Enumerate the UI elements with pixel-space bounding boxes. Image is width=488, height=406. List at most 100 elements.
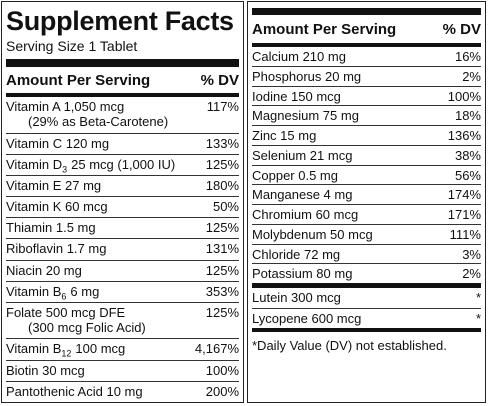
divider: [252, 283, 481, 288]
daily-value: 16%: [454, 49, 481, 64]
daily-value: 100%: [205, 362, 239, 378]
nutrient-line: Niacin 20 mg: [6, 263, 82, 278]
nutrient-name: Riboflavin 1.7 mg: [6, 241, 107, 257]
daily-value: 4,167%: [194, 341, 239, 357]
nutrient-row: Chromium 60 mcg 171%: [252, 205, 481, 225]
nutrient-line: Biotin 30 mcg: [6, 363, 85, 378]
nutrient-line: Vitamin B6 6 mg: [6, 284, 99, 302]
nutrient-name: Vitamin E 27 mg: [6, 177, 102, 193]
nutrient-row: Vitamin B12 100 mcg 4,167%: [6, 339, 239, 361]
daily-value: 171%: [447, 207, 481, 222]
nutrient-label: Lutein 300 mcg: [252, 290, 341, 305]
nutrient-name: Iodine 150 mcg: [252, 88, 341, 104]
daily-value: 125%: [205, 156, 239, 172]
nutrient-line: Iodine 150 mcg: [252, 89, 341, 104]
nutrient-label: Vitamin A 1,050 mcg (29% as Beta-Carotene…: [6, 99, 168, 129]
daily-value: 2%: [462, 266, 481, 282]
nutrient-line: Potassium 80 mg: [252, 266, 352, 281]
nutrient-label: Chromium 60 mcg: [252, 207, 358, 222]
amount-header: Amount Per Serving: [252, 20, 397, 38]
dv-header: % DV: [200, 71, 239, 89]
nutrient-label: Iodine 150 mcg: [252, 89, 341, 104]
nutrient-line: Chromium 60 mcg: [252, 207, 358, 222]
nutrient-line: Thiamin 1.5 mg: [6, 220, 96, 235]
daily-value: 38%: [454, 147, 481, 163]
nutrient-label: Copper 0.5 mg: [252, 168, 338, 183]
nutrient-name: Lutein 300 mcg: [252, 290, 341, 305]
nutrient-label: Zinc 15 mg: [252, 128, 316, 143]
header: Amount Per Serving % DV: [6, 67, 239, 93]
nutrient-line: Vitamin A 1,050 mcg: [6, 99, 168, 114]
nutrient-name: Selenium 21 mcg: [252, 147, 353, 163]
mineral-list: Calcium 210 mg 16% Phosphorus 20 mg 2% Iodin…: [252, 47, 481, 283]
nutrient-line: Pantothenic Acid 10 mg: [6, 384, 143, 399]
nutrient-line: Molybdenum 50 mcg: [252, 227, 373, 242]
serving-size: Serving Size 1 Tablet: [6, 38, 138, 54]
nutrient-label: Vitamin E 27 mg: [6, 178, 101, 193]
nutrient-note: (29% as Beta-Carotene): [28, 114, 169, 129]
nutrient-line: Folate 500 mcg DFE: [6, 305, 146, 320]
nutrient-name: Chloride 72 mg: [252, 246, 341, 262]
nutrient-row: Folate 500 mcg DFE (300 mcg Folic Acid) 12…: [6, 303, 239, 340]
nutrient-line: Chloride 72 mg: [252, 247, 340, 262]
nutrient-label: Phosphorus 20 mg: [252, 69, 361, 84]
nutrient-row: Vitamin C 120 mg 133%: [6, 134, 239, 155]
nutrient-line: Vitamin B12 100 mcg: [6, 341, 125, 359]
nutrient-name: Phosphorus 20 mg: [252, 68, 362, 84]
nutrient-line: Vitamin D3 25 mcg (1,000 IU): [6, 157, 175, 175]
nutrient-row: Niacin 20 mg 125%: [6, 261, 239, 282]
footnote: *Daily Value (DV) not established.: [252, 338, 447, 353]
nutrient-line: Vitamin C 120 mg: [6, 136, 109, 151]
nutrient-label: Vitamin C 120 mg: [6, 136, 109, 151]
header: Amount Per Serving % DV: [252, 15, 481, 43]
nutrient-row: Phosphorus 20 mg 2%: [252, 67, 481, 87]
daily-value: 353%: [205, 283, 239, 299]
daily-value: 56%: [454, 167, 481, 183]
nutrient-name: Vitamin B: [6, 283, 62, 299]
divider: [6, 59, 239, 67]
nutrient-label: Niacin 20 mg: [6, 263, 82, 278]
daily-value: 3%: [462, 246, 481, 262]
right-panel: Amount Per Serving % DV Calcium 210 mg 16…: [247, 1, 486, 403]
daily-value: 117%: [206, 99, 239, 114]
nutrient-label: Thiamin 1.5 mg: [6, 220, 96, 235]
nutrient-label: Calcium 210 mg: [252, 49, 346, 64]
nutrient-line: Selenium 21 mcg: [252, 148, 352, 163]
nutrient-amount: 6 mg: [70, 283, 100, 299]
divider: [252, 43, 481, 47]
nutrient-row: Chloride 72 mg 3%: [252, 245, 481, 265]
divider: [252, 328, 481, 332]
nutrient-name: Biotin 30 mcg: [6, 362, 85, 378]
nutrient-row: Lutein 300 mcg *: [252, 288, 481, 309]
title: Supplement Facts: [6, 6, 234, 36]
nutrient-label: Vitamin D3 25 mcg (1,000 IU): [6, 157, 175, 175]
nutrient-label: Pantothenic Acid 10 mg: [6, 384, 143, 399]
divider: [252, 8, 481, 15]
nutrient-label: Vitamin K 60 mcg: [6, 199, 108, 214]
nutrient-label: Manganese 4 mg: [252, 187, 352, 202]
daily-value: 174%: [447, 187, 481, 203]
nutrient-label: Lycopene 600 mcg: [252, 311, 361, 326]
daily-value: 200%: [205, 383, 239, 399]
nutrient-row: Biotin 30 mcg 100%: [6, 361, 239, 382]
nutrient-name: Niacin 20 mg: [6, 262, 82, 278]
nutrient-name: Pantothenic Acid 10 mg: [6, 383, 143, 399]
nutrient-row: Thiamin 1.5 mg 125%: [6, 218, 239, 240]
daily-value: 180%: [205, 177, 239, 193]
daily-value: 133%: [205, 135, 239, 151]
nutrient-label: Potassium 80 mg: [252, 266, 352, 281]
nutrient-row: Zinc 15 mg 136%: [252, 126, 481, 146]
nutrient-row: Potassium 80 mg 2%: [252, 264, 481, 283]
subscript: 12: [61, 349, 72, 360]
daily-value: 50%: [212, 199, 239, 215]
nutrient-name: Vitamin K 60 mcg: [6, 199, 108, 215]
nutrient-name: Magnesium 75 mg: [252, 108, 359, 124]
nutrient-row: Magnesium 75 mg 18%: [252, 106, 481, 126]
nutrient-row: Riboflavin 1.7 mg 131%: [6, 239, 239, 261]
nutrient-row: Selenium 21 mcg 38%: [252, 146, 481, 166]
nutrient-line: Riboflavin 1.7 mg: [6, 241, 106, 256]
nutrient-row: Vitamin A 1,050 mcg (29% as Beta-Carotene…: [6, 97, 239, 134]
nutrient-line: Manganese 4 mg: [252, 187, 352, 202]
nutrient-line: Zinc 15 mg: [252, 128, 316, 143]
subscript: 3: [62, 164, 68, 175]
